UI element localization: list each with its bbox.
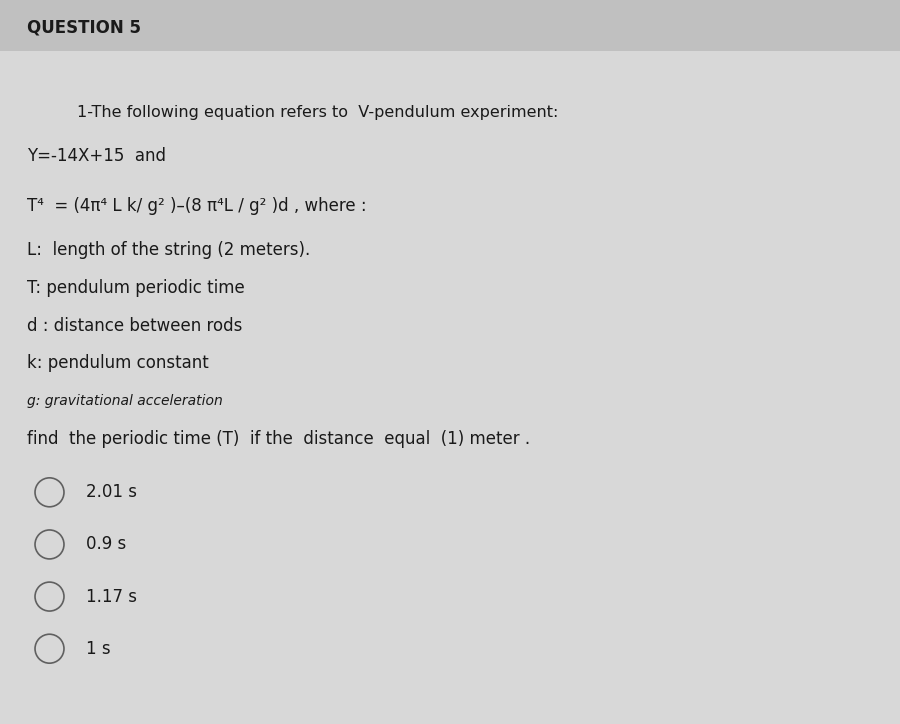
Text: d : distance between rods: d : distance between rods (27, 317, 242, 334)
Text: QUESTION 5: QUESTION 5 (27, 19, 141, 36)
FancyBboxPatch shape (0, 0, 900, 51)
Text: 1-The following equation refers to  V-pendulum experiment:: 1-The following equation refers to V-pen… (36, 105, 558, 119)
Text: 2.01 s: 2.01 s (86, 484, 137, 501)
Text: 1.17 s: 1.17 s (86, 588, 137, 605)
Text: L:  length of the string (2 meters).: L: length of the string (2 meters). (27, 241, 310, 258)
Text: 0.9 s: 0.9 s (86, 536, 126, 553)
Text: 1 s: 1 s (86, 640, 110, 657)
Text: g: gravitational acceleration: g: gravitational acceleration (27, 394, 223, 408)
Text: find  the periodic time (T)  if the  distance  equal  (1) meter .: find the periodic time (T) if the distan… (27, 430, 530, 447)
Text: T: pendulum periodic time: T: pendulum periodic time (27, 279, 245, 297)
Text: T⁴  = (4π⁴ L k/ g² )–(8 π⁴L / g² )d , where :: T⁴ = (4π⁴ L k/ g² )–(8 π⁴L / g² )d , whe… (27, 198, 366, 215)
Text: k: pendulum constant: k: pendulum constant (27, 355, 209, 372)
Text: Y=-14X+15  and: Y=-14X+15 and (27, 147, 166, 164)
